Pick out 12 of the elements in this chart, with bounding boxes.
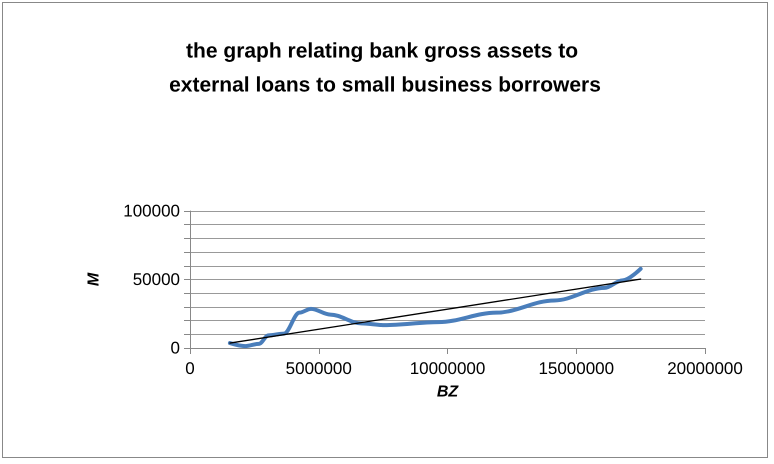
y-tick-label: 0 xyxy=(170,338,180,358)
y-tick-label: 50000 xyxy=(132,270,180,289)
x-tick-label: 5000000 xyxy=(286,359,352,378)
y-tick-label: 100000 xyxy=(123,202,180,220)
chart-title: the graph relating bank gross assets to external loans to small business borrowers xyxy=(169,40,601,96)
x-tick-label: 20000000 xyxy=(667,359,743,378)
x-axis-title: BZ xyxy=(436,384,460,400)
line-series xyxy=(228,266,643,348)
y-axis-title: M xyxy=(86,272,102,286)
x-tick-label: 15000000 xyxy=(538,359,614,378)
x-tick-label: 0 xyxy=(185,359,195,378)
x-tick-label: 10000000 xyxy=(410,359,486,378)
